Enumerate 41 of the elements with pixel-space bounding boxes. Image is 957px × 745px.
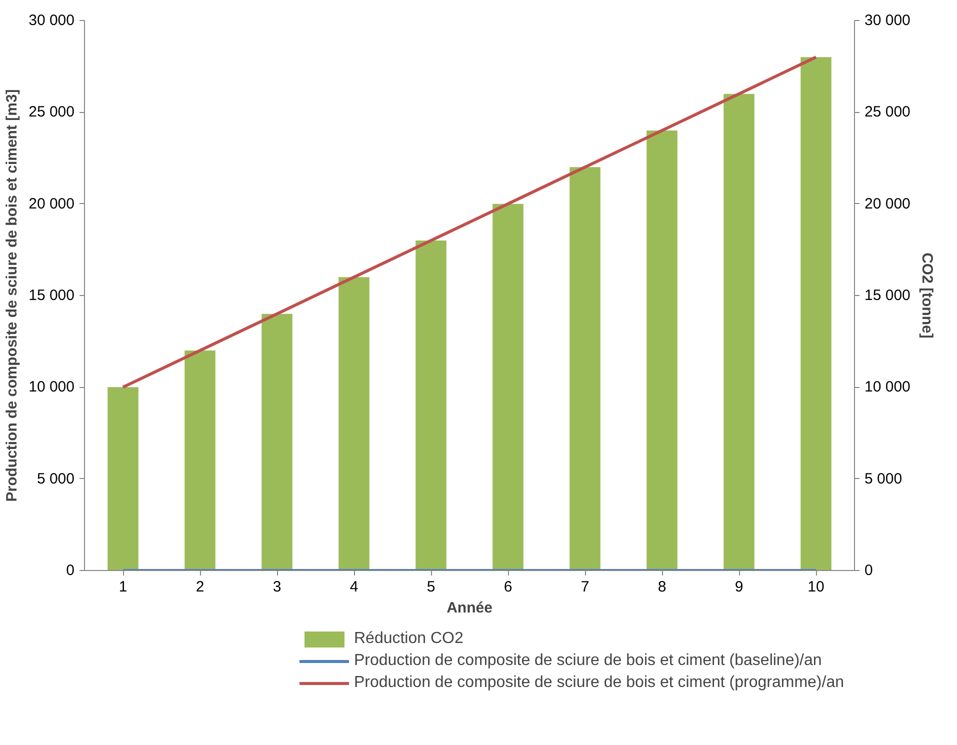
legend-label: Production de composite de sciure de bois et ciment (baseline)/an xyxy=(354,652,822,670)
x-tick-label: 3 xyxy=(272,578,282,596)
y2-tick-label: 15 000 xyxy=(864,287,910,304)
bar xyxy=(800,57,832,570)
y2-tick-label: 25 000 xyxy=(864,104,910,121)
y2-tick-label: 5 000 xyxy=(864,470,902,488)
y2-tick-label: 20 000 xyxy=(864,195,910,212)
line-series xyxy=(122,56,818,389)
bar xyxy=(416,240,446,570)
y-tick-label: 10 000 xyxy=(28,378,75,396)
y-tick-label: 30 000 xyxy=(28,12,75,29)
x-tick-label: 4 xyxy=(350,578,358,596)
y-axis-title: Production de composite de sciure de bois et ciment [m3] xyxy=(4,89,21,502)
y-tick-label: 0 xyxy=(66,562,74,579)
bar xyxy=(492,204,524,570)
x-tick-label: 2 xyxy=(196,578,204,596)
legend-label: Production de composite de sciure de bois et ciment (programme)/an xyxy=(354,674,844,692)
x-axis-title: Année xyxy=(446,600,492,616)
x-tick-label: 1 xyxy=(118,578,128,596)
legend-label: Réduction CO2 xyxy=(354,630,464,648)
y2-tick-label: 30 000 xyxy=(864,12,910,29)
y-tick-label: 15 000 xyxy=(28,287,75,304)
y2-tick-label: 10 000 xyxy=(864,378,910,396)
bar xyxy=(646,130,678,570)
y-tick-label: 25 000 xyxy=(28,104,75,121)
bar xyxy=(262,314,292,570)
bar xyxy=(184,350,216,570)
y-tick-label: 20 000 xyxy=(28,195,75,212)
x-tick-label: 7 xyxy=(580,578,590,596)
bar xyxy=(108,387,138,570)
bar xyxy=(724,94,754,570)
y2-tick-label: 0 xyxy=(864,562,873,579)
y-tick-label: 5 000 xyxy=(36,470,75,488)
bar xyxy=(570,167,600,570)
bar xyxy=(338,277,370,570)
y2-axis-title: CO2 [tonne] xyxy=(918,252,936,338)
x-tick-label: 9 xyxy=(734,578,744,596)
x-tick-label: 6 xyxy=(504,578,512,596)
x-tick-label: 5 xyxy=(426,578,436,596)
x-tick-label: 8 xyxy=(658,578,666,596)
x-tick-label: 10 xyxy=(808,578,824,596)
